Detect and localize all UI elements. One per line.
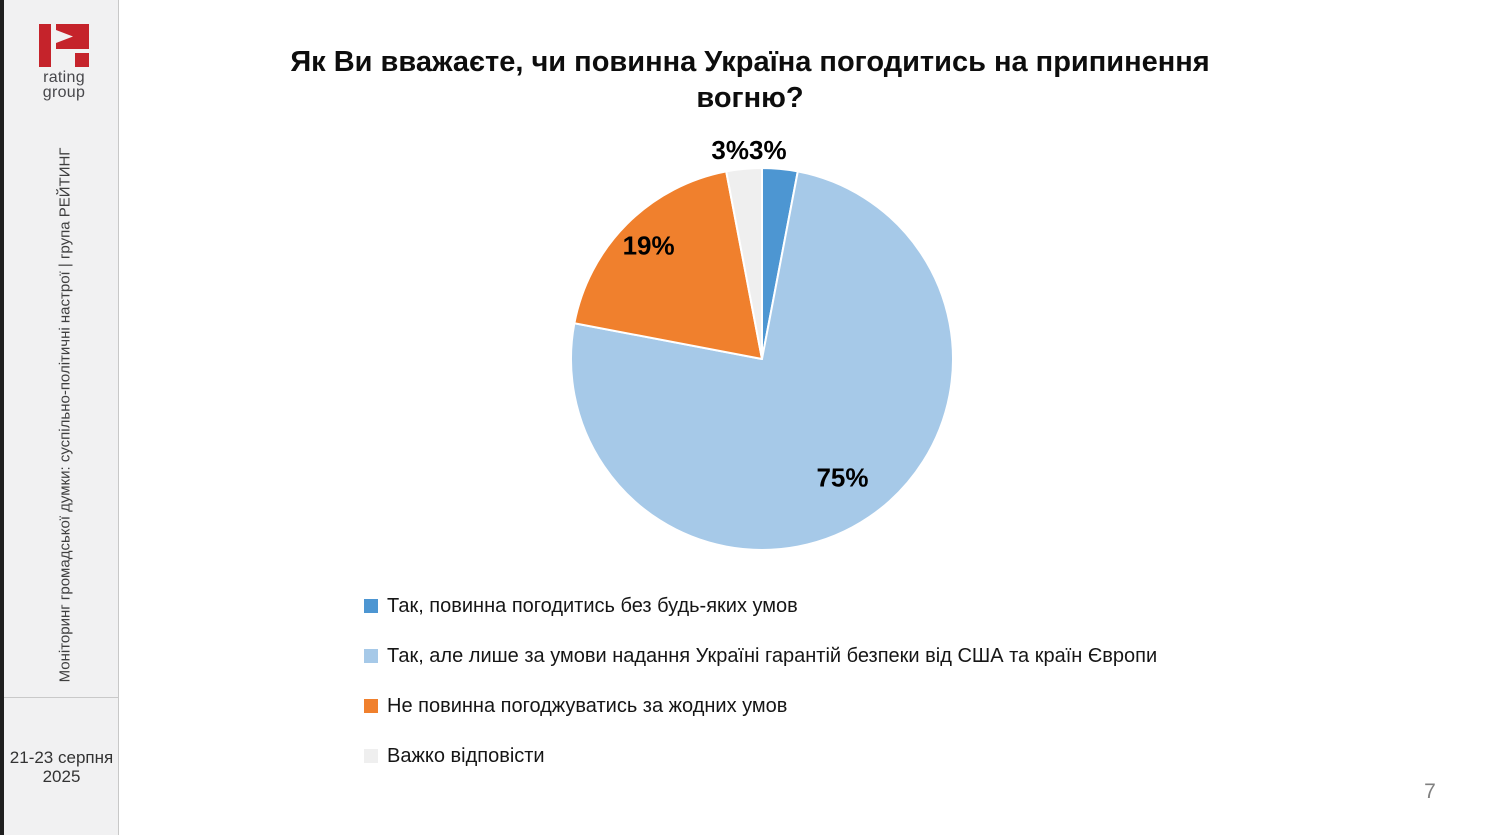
sidebar: rating group Моніторинг громадської думк… — [4, 0, 119, 835]
sidebar-vertical-caption: Моніторинг громадської думки: суспільно-… — [56, 147, 74, 683]
chart-legend: Так, повинна погодитись без будь-яких ум… — [364, 592, 1157, 792]
legend-item: Так, але лише за умови надання Україні г… — [364, 642, 1157, 670]
survey-date: 21-23 серпня 2025 — [4, 748, 119, 786]
legend-label: Так, повинна погодитись без будь-яких ум… — [387, 594, 798, 617]
pie-slice-2 — [573, 170, 763, 360]
survey-date-range: 21-23 серпня — [9, 748, 114, 767]
page-edge-strip — [0, 0, 4, 835]
survey-date-year: 2025 — [42, 767, 81, 786]
legend-swatch — [364, 599, 378, 613]
slide-title: Як Ви вважаєте, чи повинна Україна погод… — [290, 46, 1210, 114]
rating-group-logo-icon — [39, 24, 89, 67]
pie-label-3: 3% — [711, 135, 749, 165]
pie-label-0: 3% — [749, 135, 787, 165]
pie-label-1: 75% — [816, 463, 868, 493]
page-number: 7 — [1424, 780, 1436, 803]
legend-label: Важко відповісти — [387, 744, 545, 767]
pie-slice-3 — [725, 167, 763, 360]
pie-chart-svg: 3% 75% 19% 3% — [570, 135, 954, 551]
brand-text: rating group — [36, 69, 92, 101]
pie-label-2: 19% — [623, 231, 675, 261]
pie-slice-1 — [570, 170, 954, 551]
legend-item: Так, повинна погодитись без будь-яких ум… — [364, 592, 1157, 620]
sidebar-divider — [4, 697, 119, 698]
legend-label: Не повинна погоджуватись за жодних умов — [387, 694, 788, 717]
pie-chart: 3% 75% 19% 3% — [527, 124, 997, 594]
legend-swatch — [364, 749, 378, 763]
brand-line2: group — [42, 84, 86, 101]
legend-item: Важко відповісти — [364, 742, 1157, 770]
brand-line1: rating — [43, 69, 85, 86]
legend-swatch — [364, 649, 378, 663]
legend-swatch — [364, 699, 378, 713]
legend-item: Не повинна погоджуватись за жодних умов — [364, 692, 1157, 720]
legend-label: Так, але лише за умови надання Україні г… — [387, 644, 1158, 667]
rating-group-logo: rating group — [36, 23, 92, 101]
